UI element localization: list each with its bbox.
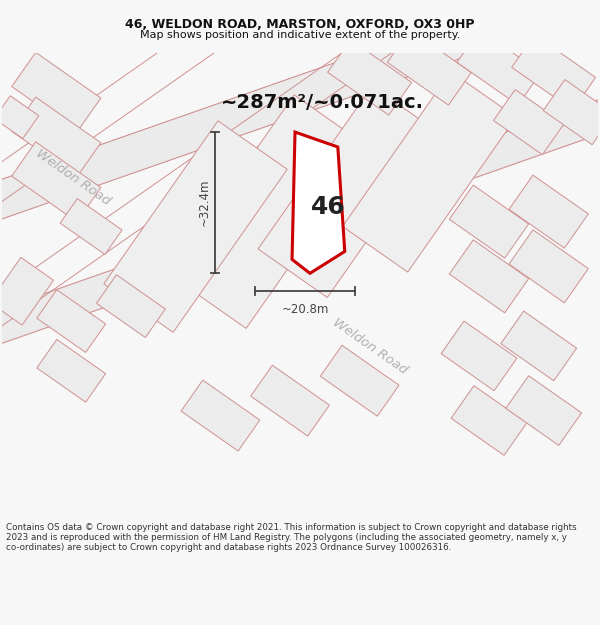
Text: ~32.4m: ~32.4m — [197, 179, 211, 226]
Text: Weldon Road: Weldon Road — [34, 146, 113, 208]
Polygon shape — [251, 365, 329, 436]
Polygon shape — [181, 380, 260, 451]
Polygon shape — [12, 52, 101, 132]
Polygon shape — [543, 79, 600, 145]
Text: 46: 46 — [310, 194, 345, 219]
Polygon shape — [104, 121, 287, 332]
Polygon shape — [60, 199, 122, 254]
Polygon shape — [292, 132, 345, 273]
Polygon shape — [441, 321, 517, 391]
Polygon shape — [509, 175, 589, 248]
Text: Contains OS data © Crown copyright and database right 2021. This information is : Contains OS data © Crown copyright and d… — [6, 522, 577, 552]
Text: Weldon Road: Weldon Road — [330, 316, 409, 376]
Polygon shape — [328, 39, 412, 115]
Polygon shape — [97, 275, 166, 338]
Text: ~287m²/~0.071ac.: ~287m²/~0.071ac. — [220, 92, 424, 112]
Polygon shape — [509, 230, 589, 303]
Polygon shape — [0, 82, 600, 361]
Polygon shape — [37, 339, 106, 402]
Polygon shape — [258, 86, 442, 298]
Polygon shape — [451, 386, 527, 456]
Polygon shape — [169, 95, 371, 328]
Polygon shape — [501, 311, 577, 381]
Polygon shape — [493, 89, 564, 155]
Polygon shape — [12, 142, 101, 222]
Polygon shape — [449, 240, 529, 312]
Polygon shape — [449, 185, 529, 258]
Polygon shape — [37, 290, 106, 352]
Polygon shape — [457, 30, 541, 105]
Polygon shape — [388, 30, 471, 105]
Text: 46, WELDON ROAD, MARSTON, OXFORD, OX3 0HP: 46, WELDON ROAD, MARSTON, OXFORD, OX3 0H… — [125, 18, 475, 31]
Polygon shape — [506, 376, 581, 446]
Polygon shape — [0, 0, 600, 236]
Polygon shape — [343, 72, 516, 272]
Polygon shape — [0, 258, 53, 325]
Polygon shape — [12, 97, 101, 177]
Polygon shape — [320, 345, 399, 416]
Polygon shape — [0, 96, 39, 139]
Text: ~20.8m: ~20.8m — [281, 303, 329, 316]
Polygon shape — [512, 35, 596, 110]
Text: Map shows position and indicative extent of the property.: Map shows position and indicative extent… — [140, 30, 460, 40]
